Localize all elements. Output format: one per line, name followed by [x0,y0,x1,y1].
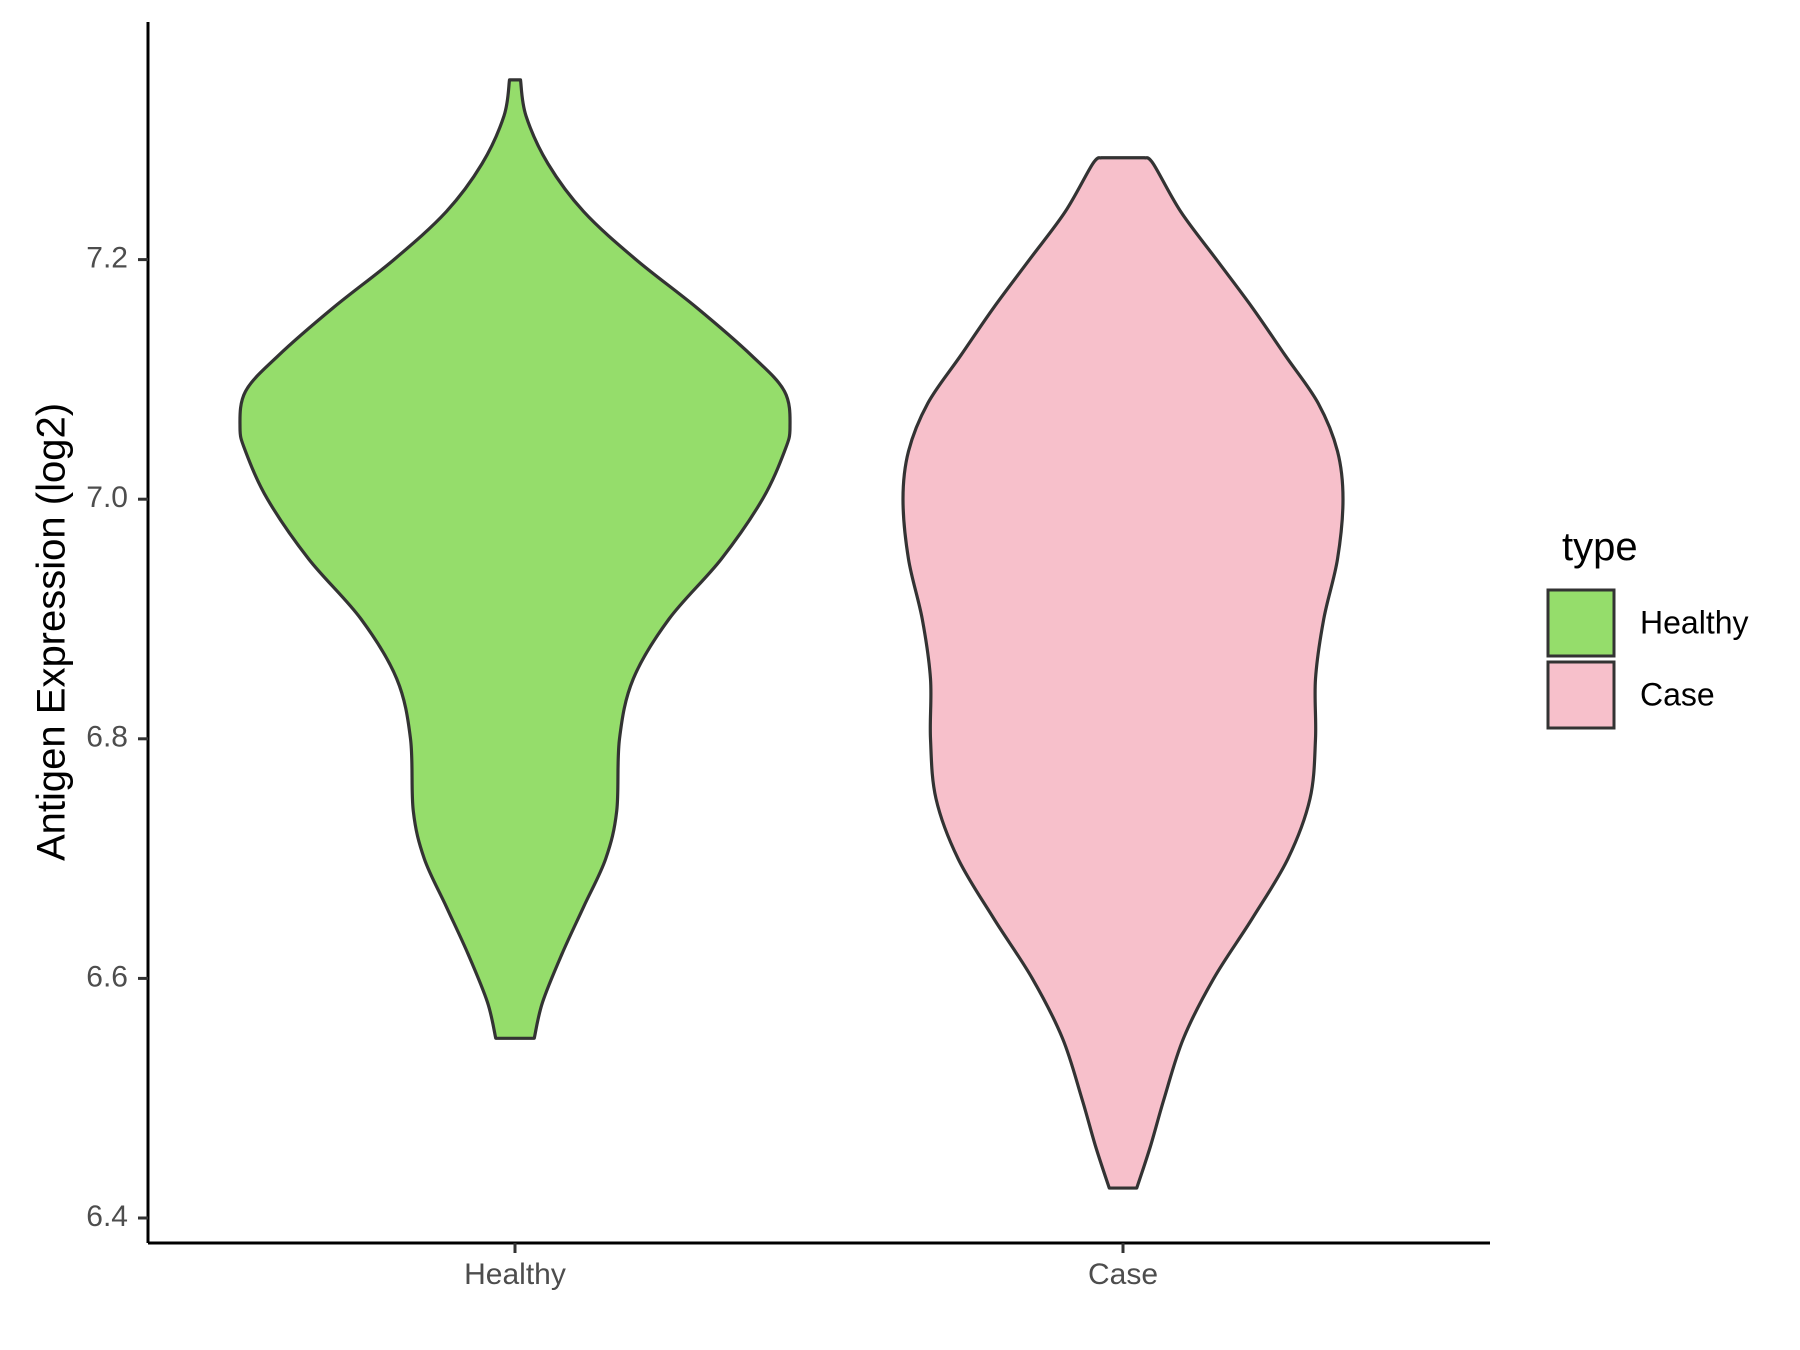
y-tick-label: 6.4 [86,1200,128,1233]
y-axis-title: Antigen Expression (log2) [30,403,74,861]
legend-title: type [1562,525,1638,569]
legend-swatch-case [1546,660,1616,730]
legend-label-healthy: Healthy [1640,604,1749,640]
violin-healthy [238,78,792,1040]
x-tick-label: Case [1088,1258,1158,1291]
legend-items: Healthy Case [1546,588,1749,730]
y-tick-label: 7.2 [86,242,128,275]
legend: type Healthy Case [1546,525,1749,730]
legend-swatch-healthy [1546,588,1616,658]
x-tick-label: Healthy [464,1258,566,1291]
violin-layer [238,78,1345,1190]
y-tick-label: 7.0 [86,481,128,514]
x-axis-ticks: Healthy Case [464,1243,1158,1291]
violin-case [901,156,1345,1190]
y-tick-label: 6.8 [86,721,128,754]
y-tick-label: 6.6 [86,960,128,993]
y-axis-ticks: 6.4 6.6 6.8 7.0 7.2 [86,242,148,1233]
legend-label-case: Case [1640,676,1715,712]
